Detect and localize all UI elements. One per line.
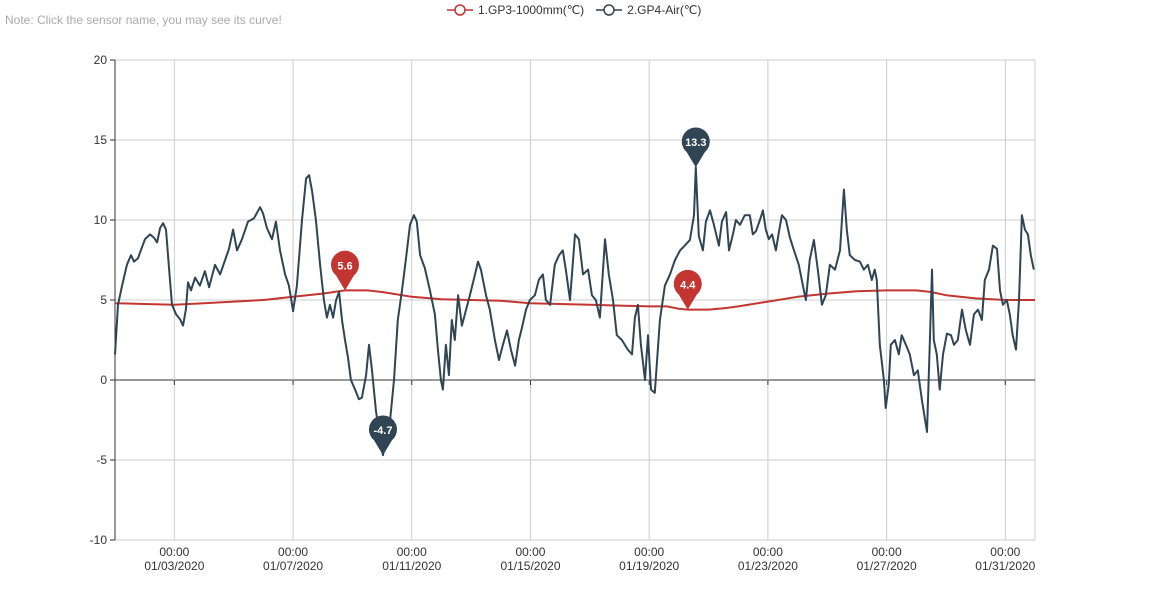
x-tick-time: 00:00 xyxy=(872,545,902,559)
mark-point-pin: 4.4 xyxy=(673,269,702,310)
x-tick-time: 00:00 xyxy=(634,545,664,559)
y-tick-label: 20 xyxy=(94,53,108,67)
mark-point-label: 13.3 xyxy=(685,137,706,149)
mark-point-pin: 5.6 xyxy=(331,250,360,291)
legend-line-circle-icon xyxy=(596,4,623,16)
mark-points: 5.6 4.4 13.3 -4.7 xyxy=(331,127,710,456)
legend-label: 2.GP4-Air(℃) xyxy=(627,3,702,17)
pin-icon xyxy=(331,250,360,291)
x-tick-time: 00:00 xyxy=(753,545,783,559)
x-tick-date: 01/23/2020 xyxy=(738,559,798,573)
series-line-1 xyxy=(114,289,1035,311)
y-tick-label: 10 xyxy=(94,213,108,227)
pin-icon xyxy=(681,127,710,168)
y-tick-label: 5 xyxy=(100,293,107,307)
legend-label: 1.GP3-1000mm(℃) xyxy=(478,3,585,17)
legend-item-gp4[interactable]: 2.GP4-Air(℃) xyxy=(596,3,701,17)
chart-note: Note: Click the sensor name, you may see… xyxy=(5,13,282,27)
x-tick-date: 01/03/2020 xyxy=(144,559,204,573)
mark-point-label: -4.7 xyxy=(374,425,393,437)
axes: 20151050-5-1000:0001/03/202000:0001/07/2… xyxy=(90,53,1036,573)
x-tick-date: 01/15/2020 xyxy=(500,559,560,573)
y-tick-label: -10 xyxy=(90,533,108,547)
y-tick-label: 15 xyxy=(94,133,108,147)
legend-line-circle-icon xyxy=(447,4,473,16)
pin-icon xyxy=(368,415,397,456)
x-tick-date: 01/27/2020 xyxy=(857,559,917,573)
x-tick-time: 00:00 xyxy=(159,545,189,559)
series-lines xyxy=(114,166,1035,457)
x-tick-time: 00:00 xyxy=(990,545,1020,559)
x-tick-date: 01/31/2020 xyxy=(975,559,1035,573)
mark-point-pin: -4.7 xyxy=(368,415,397,456)
x-tick-time: 00:00 xyxy=(278,545,308,559)
mark-point-label: 5.6 xyxy=(337,260,352,272)
x-tick-time: 00:00 xyxy=(397,545,427,559)
x-tick-date: 01/07/2020 xyxy=(263,559,323,573)
pin-icon xyxy=(673,269,702,310)
mark-point-pin: 13.3 xyxy=(681,127,710,168)
x-tick-date: 01/11/2020 xyxy=(382,559,441,573)
series-line-2 xyxy=(114,166,1035,457)
x-tick-time: 00:00 xyxy=(515,545,545,559)
y-tick-label: -5 xyxy=(96,453,107,467)
legend-item-gp3[interactable]: 1.GP3-1000mm(℃) xyxy=(447,3,584,17)
legend: 1.GP3-1000mm(℃) 2.GP4-Air(℃) xyxy=(447,3,701,17)
y-tick-label: 0 xyxy=(100,373,107,387)
x-tick-date: 01/19/2020 xyxy=(619,559,679,573)
mark-point-label: 4.4 xyxy=(680,280,696,292)
